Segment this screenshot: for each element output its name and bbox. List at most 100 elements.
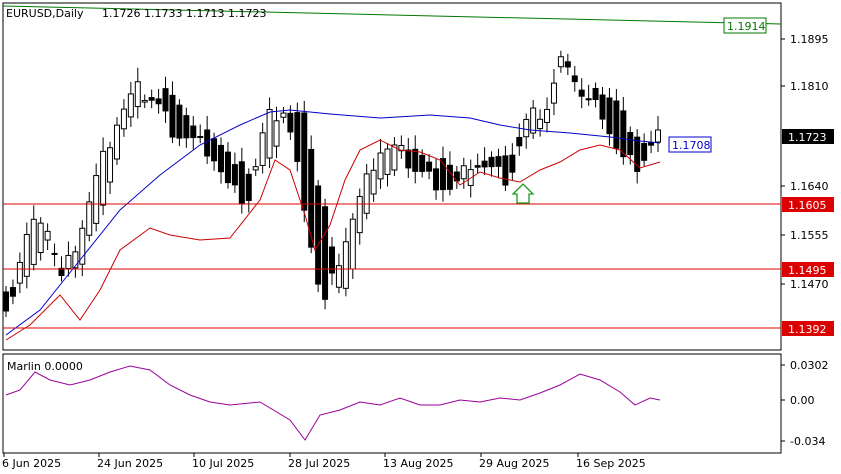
date-tick: 16 Sep 2025 [576,457,646,470]
symbol-label: EURUSD,Daily [6,7,84,20]
candle-body [141,99,148,103]
candle-body [252,166,259,171]
candle-body [245,173,252,201]
candle-body [391,144,398,171]
candle-body [384,148,391,175]
blue-ma-value: 1.1708 [672,139,711,152]
marlin-oscillator-line[interactable] [5,365,661,441]
candle-body [433,168,440,191]
candle-body [134,81,141,108]
candle-body [655,129,661,143]
price-tick: 1.1640 [790,180,829,193]
candle-body [488,156,495,168]
candle-body [550,82,557,104]
candle-body [79,227,86,265]
candle-body [329,246,335,274]
current-price: 1.1723 [788,131,827,144]
price-tick: 1.1555 [790,229,829,242]
indicator-tick: 0.0302 [790,359,829,372]
candle-body [398,144,405,152]
candle-body [641,142,648,161]
candle-body [502,155,509,186]
trendline-value: 1.1914 [727,20,766,33]
candle-body [294,112,301,162]
candle-body [176,104,183,139]
candle-body [335,265,342,288]
candle-body [578,89,585,97]
candle-body [613,100,620,149]
price-axis: 1.1895 1.1810 1.1640 1.1555 1.1470 [781,33,829,291]
candle-body [16,261,23,284]
indicator-name: Marlin 0.0000 [7,360,83,373]
green-up-arrow-icon[interactable] [511,183,535,204]
candle-body [634,136,641,172]
candle-body [599,94,606,120]
date-axis: 6 Jun 2025 24 Jun 2025 10 Jul 2025 28 Ju… [2,453,646,470]
candle-body [446,164,453,190]
level-label-support-2: 1.1495 [782,262,834,277]
candle-body [183,115,190,139]
blue-ma-price-label: 1.1708 [668,136,712,153]
candle-body [3,291,9,312]
support-3-value: 1.1392 [788,323,827,336]
candle-body [23,233,30,277]
candle-body [86,201,93,236]
candle-body [224,151,231,184]
trendline[interactable] [2,5,782,25]
candle-body [606,97,613,135]
candle-body [266,109,273,159]
candle-body [204,129,211,157]
candle-body [113,124,120,160]
candle-body [197,136,204,139]
ohlc-label: 1.1726 1.1733 1.1713 1.1723 [102,7,266,20]
candle-body [169,94,176,138]
candle-body [627,132,634,156]
candle-body [544,108,551,123]
level-label-support-1: 1.1605 [782,197,834,212]
candle-body [100,150,107,206]
candle-body [377,152,384,180]
candle-body [439,158,446,191]
candle-body [648,142,655,146]
candle-body [557,56,564,68]
red-envelope-line[interactable] [5,139,661,341]
candle-body [155,98,162,105]
candle-body [72,251,79,269]
candle-body [585,98,592,101]
candle-body [93,175,100,224]
candle-body [412,148,419,172]
candle-body [356,196,363,234]
candle-body [530,107,537,134]
price-tick: 1.1895 [790,33,829,46]
candle-body [287,112,294,133]
price-tick: 1.1810 [790,80,829,93]
candle-body [30,218,37,265]
support-1-value: 1.1605 [788,199,827,212]
date-tick: 10 Jul 2025 [192,457,254,470]
candle-body [315,185,322,285]
candle-body [370,169,377,195]
candle-body [120,108,127,130]
current-price-marker: 1.1723 [782,129,834,144]
candle-body [363,173,370,214]
candle-body [571,75,578,83]
candles-layer [3,50,661,317]
candle-body [162,88,169,112]
support-2-value: 1.1495 [788,264,827,277]
indicator-pane[interactable] [2,353,782,454]
candle-body [308,148,315,248]
price-pane[interactable] [2,2,782,351]
candle-body [592,87,599,100]
blue-moving-average[interactable] [5,109,661,336]
candle-body [37,222,44,254]
candle-body [148,97,155,101]
candle-body [231,164,238,186]
indicator-tick: 0.00 [790,394,815,407]
date-tick: 13 Aug 2025 [383,457,453,470]
candle-body [127,93,134,118]
candle-body [460,165,467,180]
candle-body [51,252,58,255]
date-tick: 29 Aug 2025 [479,457,549,470]
candle-body [218,144,225,173]
